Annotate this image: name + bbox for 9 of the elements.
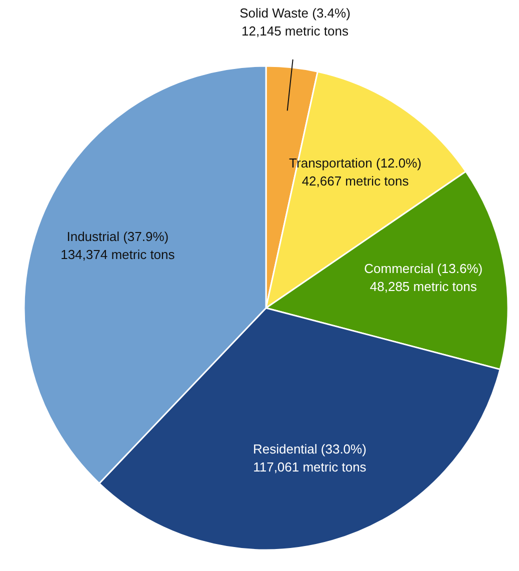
data-label: 117,061 metric tons: [253, 460, 367, 475]
slice-label: Commercial (13.6%): [364, 260, 483, 276]
data-label: 48,285 metric tons: [370, 278, 478, 294]
data-label: 42,667 metric tons: [302, 174, 410, 189]
slice-label: Residential (33.0%): [252, 442, 366, 457]
slice-label: Industrial (37.9%): [66, 228, 169, 244]
data-label: 12,145 metric tons: [242, 24, 349, 39]
data-label: 134,374 metric tons: [60, 246, 176, 262]
slice-label: Solid Waste (3.4%): [240, 6, 350, 21]
